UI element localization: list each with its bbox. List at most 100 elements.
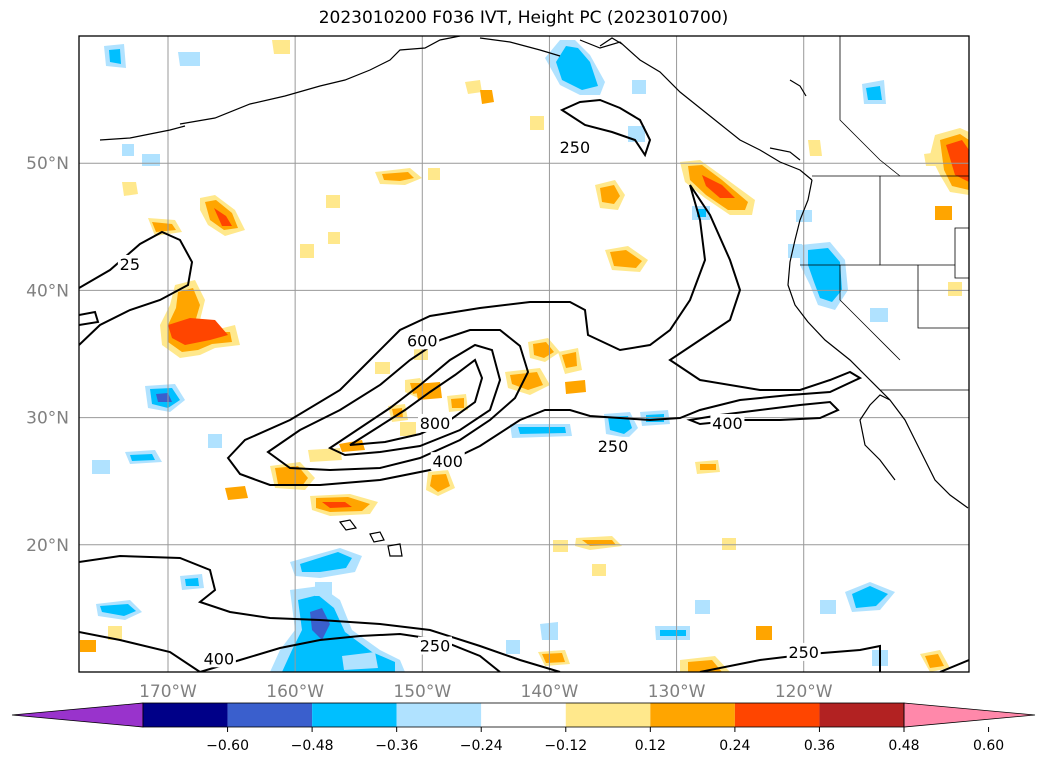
us-west-coastline [787,179,969,509]
colorbar-tick-label: −0.24 [460,738,503,754]
contour-label: 250 [560,138,591,157]
contour-label: 25 [120,255,140,274]
state-border [954,227,969,279]
coastlines [99,36,969,557]
colorbar-tick-label: −0.48 [291,738,334,754]
colorbar-tick-label: 0.24 [719,738,750,754]
state-border [917,265,969,329]
contour-label-background [557,137,592,156]
positive-anomaly-blob [538,650,570,666]
hawaii-island [387,543,403,557]
negative-anomaly-blob [510,424,572,438]
contour-labels: 600 800 400 250 400 250 25 250 400 250 [117,137,821,668]
contour-label-background [405,331,440,350]
contour-label: 250 [598,437,629,456]
longitude-label: 130°W [648,682,706,702]
colorbar-segment [734,703,820,727]
contour-label: 400 [432,452,463,471]
contour-label: 400 [712,414,743,433]
contour-label: 600 [407,331,438,350]
contour-label-background [117,254,142,273]
colorbar: −0.60 −0.48 −0.36 −0.24 −0.12 0.12 0.24 0.36 0.4… [11,702,1036,754]
hawaii-island [369,531,385,543]
colorbar-segment [227,703,313,727]
colorbar-tick-label: −0.12 [544,738,587,754]
contour-400 [266,329,530,472]
colorbar-segment [565,703,651,727]
longitude-label: 120°W [775,682,833,702]
contour-250 [699,644,881,672]
contour-label-background [430,452,465,471]
positive-anomaly-blob [528,338,560,362]
hawaii-island [338,519,358,531]
state-border [879,176,955,266]
contour-label-background [418,413,452,432]
contour-label-background [786,642,821,661]
contour-label-background [201,649,236,668]
positive-anomaly-blob [375,168,422,185]
negative-anomaly-blob [604,412,638,438]
negative-anomaly-blob [290,548,362,578]
colorbar-segment [650,703,735,727]
height-contours [79,98,969,672]
alaska-canada-border [839,36,901,177]
colorbar-segment [481,703,566,727]
anomaly-shading [80,40,969,672]
longitude-label: 150°W [393,682,451,702]
positive-anomaly-blob [680,160,755,215]
alaska-coastline [179,36,461,125]
positive-anomaly-blob [505,368,550,395]
negative-anomaly-blob [800,242,848,310]
aleutian-islands [99,125,186,141]
colorbar-tick-label: 0.48 [888,738,919,754]
colorbar-tick-label: −0.60 [206,738,249,754]
state-borders [800,36,969,391]
colorbar-max-extension [903,702,1036,728]
positive-anomaly-blob [920,650,950,672]
contour-label-background [596,436,630,455]
graticule [79,36,969,672]
positive-anomaly-blob [148,218,182,236]
contour-600 [327,343,502,457]
positive-anomaly-blob [605,246,648,272]
colorbar-segment [819,703,904,727]
latitude-label: 50°N [26,154,69,174]
positive-anomaly-blob [426,470,455,496]
longitude-label: 140°W [521,682,579,702]
contour-250 [79,554,561,672]
contour-800 [349,358,484,446]
colorbar-tick-label: −0.36 [375,738,418,754]
contour-250 [79,631,201,672]
longitude-labels: 170°W 160°W 150°W 140°W 130°W 120°W [139,682,833,702]
positive-anomaly-blob [680,656,730,672]
positive-anomaly-blob [310,494,378,516]
latitude-label: 20°N [26,536,69,556]
negative-anomaly-blob [145,384,185,412]
contour-label: 250 [420,637,451,656]
positive-anomaly-blob [595,180,625,210]
negative-anomaly-blob [270,586,405,672]
positive-anomaly-blob [80,40,962,652]
contour-label-background [710,413,745,432]
contour-250 [559,98,652,158]
positive-anomaly-blob [558,348,582,374]
colorbar-segment [312,703,397,727]
canada-coastline [579,39,813,181]
map-frame [78,35,970,673]
positive-anomaly-blob [930,128,969,195]
longitude-label: 160°W [266,682,324,702]
longitude-label: 170°W [139,682,197,702]
contour-label: 800 [420,414,451,433]
colorbar-min-extension [11,702,144,728]
baja-california [859,394,896,481]
state-border [839,265,901,361]
colorbar-segment [396,703,482,727]
contour-250 [79,310,100,326]
contour-400 [199,632,501,672]
negative-anomaly-blob [96,600,142,620]
contour-label-background [418,636,452,655]
positive-anomaly-blob [160,280,240,358]
negative-anomaly-blob [545,40,605,95]
contour-label: 400 [204,649,235,668]
